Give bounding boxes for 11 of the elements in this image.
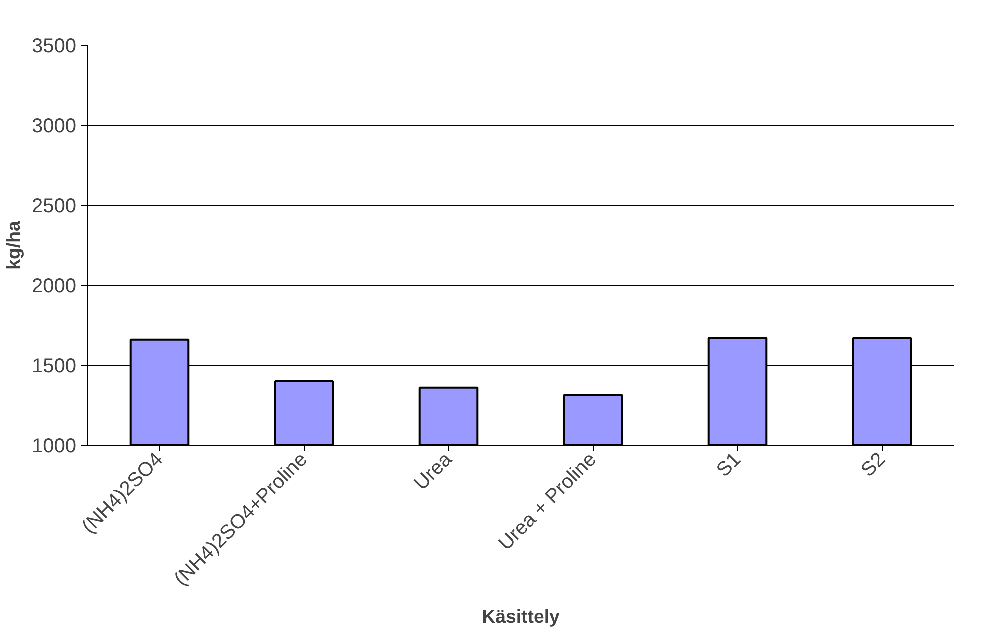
y-tick-label: 1000 <box>32 436 77 458</box>
y-tick-label: 3000 <box>32 116 77 138</box>
y-tick-label: 2500 <box>32 196 77 218</box>
x-tick-label: Urea <box>410 448 458 495</box>
y-tick-label: 3500 <box>32 36 77 58</box>
x-tick-label: S2 <box>857 448 890 482</box>
y-axis-title: kg/ha <box>3 220 24 270</box>
y-tick-label: 2000 <box>32 276 77 298</box>
y-tick-label: 1500 <box>32 356 77 378</box>
x-axis-title: Käsittely <box>482 606 561 628</box>
x-tick-label: S1 <box>712 448 746 482</box>
